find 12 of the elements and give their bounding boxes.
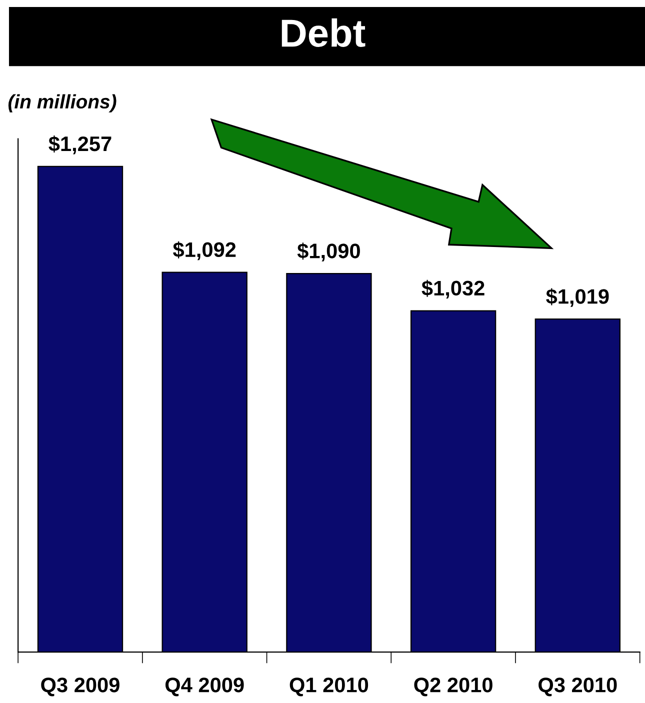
data-label: $1,032 bbox=[422, 280, 484, 299]
text: (in millions) bbox=[8, 94, 116, 112]
chart-title: Debt bbox=[282, 18, 366, 47]
x-tick-label: Q1 2010 bbox=[290, 678, 368, 696]
x-tick-label: Q3 2010 bbox=[538, 678, 617, 696]
data-label: $1,090 bbox=[297, 242, 360, 262]
data-label: $1,257 bbox=[48, 136, 112, 154]
x-tick-label: Q2 2010 bbox=[414, 678, 492, 696]
x-tick-label: Q4 2009 bbox=[165, 678, 244, 696]
data-label: $1,092 bbox=[173, 241, 236, 260]
data-label: $1,019 bbox=[546, 288, 609, 307]
x-tick-label: Q3 2009 bbox=[41, 678, 120, 696]
